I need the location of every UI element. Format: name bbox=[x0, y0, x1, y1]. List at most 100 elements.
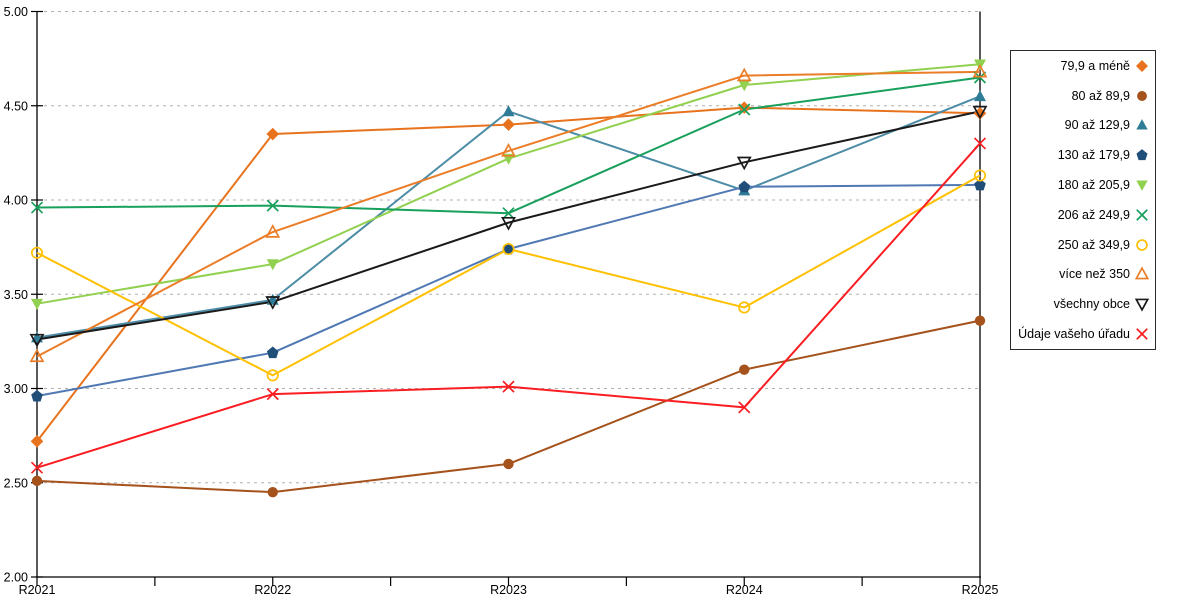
x-marker-icon bbox=[30, 201, 44, 214]
triangle-up-marker-icon bbox=[501, 143, 516, 157]
x-axis-label: R2025 bbox=[962, 583, 999, 597]
legend-label: 80 až 89,9 bbox=[1071, 88, 1130, 103]
series-markers bbox=[29, 59, 988, 498]
circle-marker-icon bbox=[267, 486, 278, 498]
triangle-down-marker-icon bbox=[972, 105, 988, 120]
x-marker-icon bbox=[266, 388, 279, 401]
triangle-down-marker-icon bbox=[1134, 298, 1150, 312]
triangle-down-marker-icon bbox=[501, 216, 516, 231]
x-axis-label: R2024 bbox=[726, 583, 763, 597]
diamond-marker-icon bbox=[1136, 59, 1148, 72]
triangle-down-marker-icon bbox=[736, 156, 752, 171]
triangle-up-marker-icon bbox=[1134, 266, 1150, 280]
y-axis-label: 4.50 bbox=[4, 99, 28, 113]
pentagon-marker-icon bbox=[31, 389, 43, 402]
legend: 79,9 a méně 80 až 89,9 90 až 129,9 130 až 1… bbox=[1010, 50, 1156, 350]
x-marker-icon bbox=[973, 137, 987, 150]
legend-item-90-az-129-9: 90 až 129,9 bbox=[1011, 111, 1155, 139]
triangle-down-marker-icon bbox=[738, 80, 751, 92]
legend-item-vice-nez-350: více než 350 bbox=[1011, 260, 1155, 288]
triangle-down-legend-marker-icon bbox=[1134, 298, 1150, 312]
x-axis-label: R2023 bbox=[490, 583, 527, 597]
x-marker-icon bbox=[738, 401, 751, 414]
markers-80-az-89-9 bbox=[31, 315, 986, 498]
series-line-udaje-vaseho-uradu bbox=[36, 142, 981, 469]
circle-marker-icon bbox=[31, 475, 43, 487]
circle-marker-icon bbox=[1137, 90, 1147, 101]
legend-item-180-az-205-9: 180 až 205,9 bbox=[1011, 171, 1155, 199]
series-line-180-az-205-9 bbox=[36, 63, 981, 305]
diamond-marker-icon bbox=[266, 127, 280, 141]
y-axis-label: 2.50 bbox=[4, 476, 28, 490]
pentagon-marker-icon bbox=[266, 346, 279, 359]
legend-label: 90 až 129,9 bbox=[1064, 118, 1130, 133]
triangle-up-marker-icon bbox=[736, 67, 752, 82]
x-marker-icon bbox=[1136, 209, 1148, 221]
circle-marker-icon bbox=[974, 315, 986, 326]
x-marker-icon bbox=[30, 461, 44, 474]
circle-marker-icon bbox=[738, 301, 751, 314]
markers-250-az-349-9 bbox=[30, 169, 987, 382]
triangle-up-marker-icon bbox=[1136, 119, 1148, 131]
x-marker-icon bbox=[266, 199, 279, 212]
legend-item-udaje-vaseho-uradu: Údaje vašeho úřadu bbox=[1011, 320, 1155, 348]
pentagon-marker-icon bbox=[738, 180, 751, 193]
pentagon-marker-icon bbox=[1136, 149, 1148, 161]
legend-item-vsechny-obce: všechny obce bbox=[1011, 290, 1155, 318]
triangle-up-legend-marker-icon bbox=[1134, 266, 1150, 280]
triangle-up-legend-marker-icon bbox=[1136, 119, 1148, 131]
markers-udaje-vaseho-uradu bbox=[30, 137, 987, 474]
legend-label: Údaje vašeho úřadu bbox=[1018, 327, 1130, 342]
circle-marker-icon bbox=[1136, 238, 1148, 251]
y-axis-label: 4.00 bbox=[4, 194, 28, 208]
x-marker-icon bbox=[502, 380, 515, 393]
legend-label: 180 až 205,9 bbox=[1057, 178, 1130, 193]
circle-marker-icon bbox=[30, 246, 44, 259]
circle-marker-icon bbox=[973, 169, 987, 182]
legend-item-130-az-179-9: 130 až 179,9 bbox=[1011, 141, 1155, 169]
triangle-down-marker-icon bbox=[265, 296, 281, 310]
markers-79-9-a-mene bbox=[30, 101, 987, 448]
x-axis-label: R2021 bbox=[19, 583, 56, 597]
legend-label: 206 až 249,9 bbox=[1057, 207, 1130, 222]
legend-item-206-az-249-9: 206 až 249,9 bbox=[1011, 201, 1155, 229]
triangle-down-marker-icon bbox=[29, 333, 45, 348]
triangle-up-marker-icon bbox=[29, 348, 45, 363]
y-axis-label: 3.50 bbox=[4, 288, 28, 302]
legend-label: více než 350 bbox=[1059, 267, 1130, 282]
square-legend-marker-icon bbox=[1136, 209, 1148, 221]
triangle-down-marker-icon bbox=[266, 259, 279, 271]
x-marker-icon bbox=[502, 207, 515, 220]
circle-marker-icon bbox=[503, 458, 514, 470]
triangle-up-marker-icon bbox=[972, 63, 988, 78]
legend-item-79-9-a-mene: 79,9 a méně bbox=[1011, 52, 1155, 80]
diamond-legend-marker-icon bbox=[1136, 59, 1148, 72]
x-legend-marker-icon bbox=[1136, 328, 1148, 340]
triangle-down-marker-icon bbox=[31, 298, 43, 310]
x-marker-icon bbox=[738, 103, 751, 116]
markers-vsechny-obce bbox=[29, 105, 988, 348]
markers-vice-nez-350 bbox=[29, 63, 988, 363]
triangle-up-marker-icon bbox=[502, 105, 515, 117]
series-line-vice-nez-350 bbox=[36, 70, 981, 358]
diamond-marker-icon bbox=[30, 434, 44, 448]
y-axis-label: 3.00 bbox=[4, 382, 28, 396]
legend-item-250-az-349-9: 250 až 349,9 bbox=[1011, 231, 1155, 259]
y-axis-label: 5.00 bbox=[4, 5, 28, 19]
circle-marker-icon bbox=[266, 369, 279, 382]
triangle-up-marker-icon bbox=[974, 90, 986, 102]
legend-label: 79,9 a méně bbox=[1060, 58, 1131, 73]
triangle-up-marker-icon bbox=[265, 224, 281, 238]
x-axis-label: R2022 bbox=[254, 583, 291, 597]
legend-label: všechny obce bbox=[1053, 297, 1130, 312]
circle-marker-icon bbox=[502, 242, 515, 256]
triangle-down-marker-icon bbox=[1136, 180, 1148, 191]
pentagon-legend-marker-icon bbox=[1136, 149, 1148, 161]
circle-marker-icon bbox=[739, 364, 750, 375]
series-line-vsechny-obce bbox=[36, 110, 981, 341]
pentagon-marker-icon bbox=[974, 178, 986, 191]
diamond-marker-icon bbox=[502, 118, 515, 131]
